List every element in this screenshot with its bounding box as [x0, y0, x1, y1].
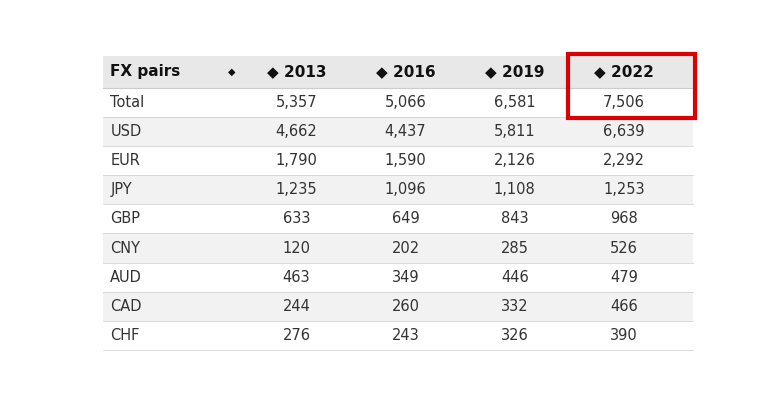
Text: 1,590: 1,590 — [385, 153, 427, 168]
Text: 466: 466 — [610, 299, 638, 314]
Text: 6,639: 6,639 — [603, 124, 645, 139]
Bar — [103, 234, 693, 262]
Text: 1,235: 1,235 — [276, 182, 317, 197]
Text: 526: 526 — [610, 240, 638, 256]
Bar — [103, 262, 693, 292]
Text: 463: 463 — [283, 270, 310, 285]
Text: 633: 633 — [283, 212, 310, 226]
Text: JPY: JPY — [110, 182, 132, 197]
Text: 968: 968 — [610, 212, 638, 226]
Text: ◆ 2019: ◆ 2019 — [485, 64, 545, 79]
Text: USD: USD — [110, 124, 141, 139]
Bar — [103, 146, 693, 175]
Text: 5,357: 5,357 — [276, 95, 317, 110]
Text: 285: 285 — [501, 240, 528, 256]
Text: 4,437: 4,437 — [385, 124, 427, 139]
Text: 5,811: 5,811 — [494, 124, 535, 139]
Text: 479: 479 — [610, 270, 638, 285]
Text: 446: 446 — [501, 270, 528, 285]
Text: CHF: CHF — [110, 328, 140, 343]
Bar — [103, 204, 693, 234]
Text: GBP: GBP — [110, 212, 141, 226]
Text: 390: 390 — [610, 328, 638, 343]
Text: FX pairs: FX pairs — [110, 64, 180, 79]
Text: 260: 260 — [392, 299, 420, 314]
Text: AUD: AUD — [110, 270, 142, 285]
Text: 649: 649 — [392, 212, 420, 226]
Text: 202: 202 — [392, 240, 420, 256]
Text: Total: Total — [110, 95, 145, 110]
Text: 5,066: 5,066 — [385, 95, 427, 110]
Text: 1,108: 1,108 — [494, 182, 535, 197]
Text: 2,292: 2,292 — [603, 153, 645, 168]
Text: 7,506: 7,506 — [603, 95, 645, 110]
Bar — [103, 292, 693, 321]
Text: 244: 244 — [283, 299, 310, 314]
Text: 1,253: 1,253 — [603, 182, 645, 197]
Text: 349: 349 — [392, 270, 420, 285]
Text: 1,790: 1,790 — [276, 153, 317, 168]
Text: 2,126: 2,126 — [494, 153, 535, 168]
Text: 120: 120 — [282, 240, 311, 256]
Text: 326: 326 — [501, 328, 528, 343]
Text: CNY: CNY — [110, 240, 141, 256]
Bar — [103, 56, 693, 88]
Text: CAD: CAD — [110, 299, 142, 314]
Text: ◆: ◆ — [228, 67, 235, 77]
Bar — [103, 117, 693, 146]
Bar — [103, 175, 693, 204]
Bar — [103, 88, 693, 117]
Text: EUR: EUR — [110, 153, 140, 168]
Text: 1,096: 1,096 — [385, 182, 427, 197]
Text: 4,662: 4,662 — [276, 124, 317, 139]
Bar — [103, 321, 693, 350]
Text: ◆ 2016: ◆ 2016 — [376, 64, 435, 79]
Text: ◆ 2013: ◆ 2013 — [267, 64, 326, 79]
Text: ◆ 2022: ◆ 2022 — [594, 64, 654, 79]
Text: 243: 243 — [392, 328, 420, 343]
Text: 276: 276 — [282, 328, 311, 343]
Text: 843: 843 — [501, 212, 528, 226]
Text: 332: 332 — [501, 299, 528, 314]
Text: 6,581: 6,581 — [494, 95, 535, 110]
